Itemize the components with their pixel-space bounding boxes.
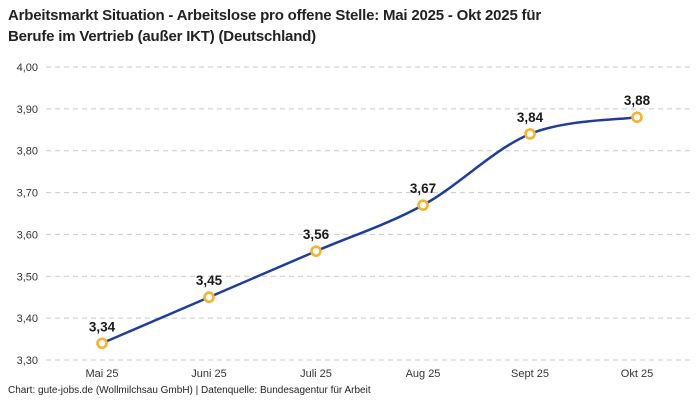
data-point-marker [524,128,536,140]
data-point-marker [631,111,643,124]
data-point-label: 3,67 [410,181,436,196]
y-tick-label: 4,00 [17,62,38,74]
data-point-marker [203,291,215,304]
x-tick-label: Juni 25 [191,368,226,380]
y-tick-label: 3,60 [17,229,38,241]
data-point-label: 3,34 [89,319,116,334]
x-tick-label: Aug 25 [406,368,441,380]
y-tick-label: 3,70 [17,188,38,200]
x-tick-label: Mai 25 [85,368,118,380]
data-point-marker [417,199,429,211]
series-line [100,115,639,345]
chart-title: Arbeitsmarkt Situation - Arbeitslose pro… [8,5,541,47]
y-tick-label: 3,40 [17,313,38,325]
y-tick-label: 3,90 [17,104,38,116]
data-point-marker [310,245,322,257]
chart-title-line-2: Berufe im Vertrieb (außer IKT) (Deutschl… [8,28,316,45]
data-point-label: 3,84 [517,110,544,125]
data-point-marker [96,337,108,350]
y-tick-label: 3,50 [17,271,38,283]
chart-title-line-1: Arbeitsmarkt Situation - Arbeitslose pro… [8,7,541,24]
y-tick-label: 3,30 [17,355,38,367]
data-point-label: 3,56 [303,227,330,242]
data-point-label: 3,88 [624,93,651,108]
chart-attribution: Chart: gute-jobs.de (Wollmilchsau GmbH) … [8,385,371,396]
y-tick-label: 3,80 [17,146,38,158]
x-tick-label: Okt 25 [621,368,653,380]
x-tick-label: Juli 25 [300,368,332,380]
data-point-label: 3,45 [196,273,223,288]
x-tick-label: Sept 25 [511,368,549,380]
